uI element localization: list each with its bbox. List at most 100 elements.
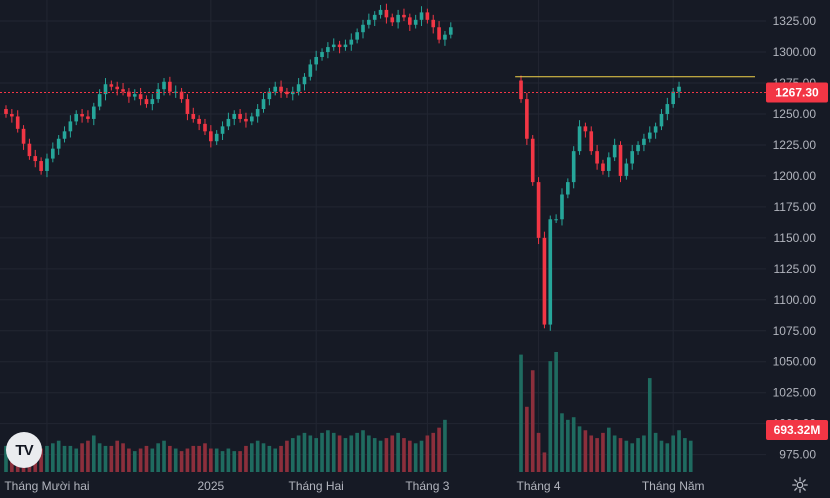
candle-body xyxy=(132,94,137,97)
volume-bar xyxy=(115,440,120,472)
grid-lines xyxy=(0,0,766,472)
candle-body xyxy=(349,39,354,45)
candle-body xyxy=(168,81,172,92)
candle-body xyxy=(425,12,430,20)
volume-bar xyxy=(74,448,79,472)
volume-bar xyxy=(683,438,687,472)
volume-bar xyxy=(595,438,599,472)
price-tick-label: 1300.00 xyxy=(773,45,817,59)
candle-body xyxy=(150,99,155,105)
candle-body xyxy=(121,89,125,92)
volume-bar xyxy=(536,432,541,472)
candle-body xyxy=(601,163,605,171)
time-axis: Tháng Mười hai 2025 Tháng Hai Tháng 3 Tháng … xyxy=(4,479,704,493)
volume-bar xyxy=(279,445,283,472)
volume-bar xyxy=(232,451,237,472)
time-tick-label: 2025 xyxy=(197,479,224,493)
volume-bar xyxy=(355,432,359,472)
volume-bar xyxy=(653,432,658,472)
volume-bar xyxy=(214,448,219,472)
gear-icon[interactable] xyxy=(791,476,809,494)
candle-body xyxy=(21,128,26,144)
candle-body xyxy=(384,9,389,18)
candle-body xyxy=(214,133,219,142)
time-tick-label: Tháng 3 xyxy=(405,479,449,493)
time-tick-label: Tháng 4 xyxy=(517,479,561,493)
candle-body xyxy=(273,86,278,92)
candle-body xyxy=(618,144,623,176)
overlay-lines xyxy=(0,76,766,94)
candle-body xyxy=(185,99,190,114)
volume-bar xyxy=(372,438,377,472)
price-tags: 1267.30 693.32M xyxy=(766,82,828,440)
volume-bar xyxy=(156,443,160,472)
volume-bars xyxy=(4,352,693,472)
candlesticks xyxy=(4,3,681,331)
candle-body xyxy=(630,151,635,164)
volume-bar xyxy=(618,438,623,472)
candle-body xyxy=(15,116,20,129)
candle-body xyxy=(396,14,400,23)
volume-bar xyxy=(519,354,523,472)
volume-bar xyxy=(554,352,558,472)
price-tick-label: 1125.00 xyxy=(774,262,817,276)
volume-bar xyxy=(425,435,430,472)
candle-body xyxy=(56,138,61,149)
volume-bar xyxy=(138,448,143,472)
candle-body xyxy=(197,118,201,124)
candle-body xyxy=(431,19,436,28)
volume-bar xyxy=(671,435,675,472)
candle-body xyxy=(636,144,640,152)
volume-bar xyxy=(542,452,547,472)
price-tick-label: 1225.00 xyxy=(773,138,817,152)
price-tick-label: 1100.00 xyxy=(774,293,817,307)
volume-bar xyxy=(285,440,289,472)
candle-body xyxy=(519,80,523,100)
price-tick-label: 1325.00 xyxy=(773,14,817,28)
volume-bar xyxy=(80,443,84,472)
candle-body xyxy=(571,151,576,183)
volume-bar xyxy=(443,419,447,472)
volume-bar xyxy=(677,430,681,472)
volume-bar xyxy=(162,440,166,472)
candle-body xyxy=(62,131,67,139)
candle-body xyxy=(566,182,570,195)
volume-bar xyxy=(583,430,588,472)
volume-bar xyxy=(179,451,184,472)
candle-body xyxy=(548,219,553,325)
candle-body xyxy=(232,113,237,119)
volume-bar xyxy=(91,435,96,472)
volume-bar xyxy=(103,445,108,472)
price-tick-label: 1250.00 xyxy=(773,107,817,121)
candle-body xyxy=(314,56,318,65)
candle-body xyxy=(554,219,558,221)
candle-body xyxy=(4,109,8,114)
candle-body xyxy=(249,116,254,122)
candle-body xyxy=(606,157,611,171)
volume-bar xyxy=(220,451,225,472)
candle-body xyxy=(448,27,453,35)
candle-body xyxy=(624,163,629,176)
time-tick-label: Tháng Mười hai xyxy=(4,479,89,493)
candle-body xyxy=(109,84,114,87)
volume-bar xyxy=(390,435,395,472)
candle-body xyxy=(595,151,599,164)
volume-bar xyxy=(349,435,354,472)
tradingview-logo[interactable]: TV xyxy=(6,432,42,468)
candle-body xyxy=(437,27,441,40)
volume-bar xyxy=(326,430,330,472)
candle-body xyxy=(308,64,313,77)
volume-bar xyxy=(630,443,635,472)
candle-body xyxy=(80,113,84,117)
volume-tag-label: 693.32M xyxy=(774,423,821,437)
candle-body xyxy=(209,131,213,142)
volume-bar xyxy=(337,435,342,472)
candle-body xyxy=(279,86,283,92)
volume-bar xyxy=(378,440,383,472)
candle-body xyxy=(97,94,102,107)
time-tick-label: Tháng Hai xyxy=(288,479,343,493)
volume-bar xyxy=(68,445,73,472)
volume-bar xyxy=(530,370,535,472)
volume-bar xyxy=(109,445,114,472)
